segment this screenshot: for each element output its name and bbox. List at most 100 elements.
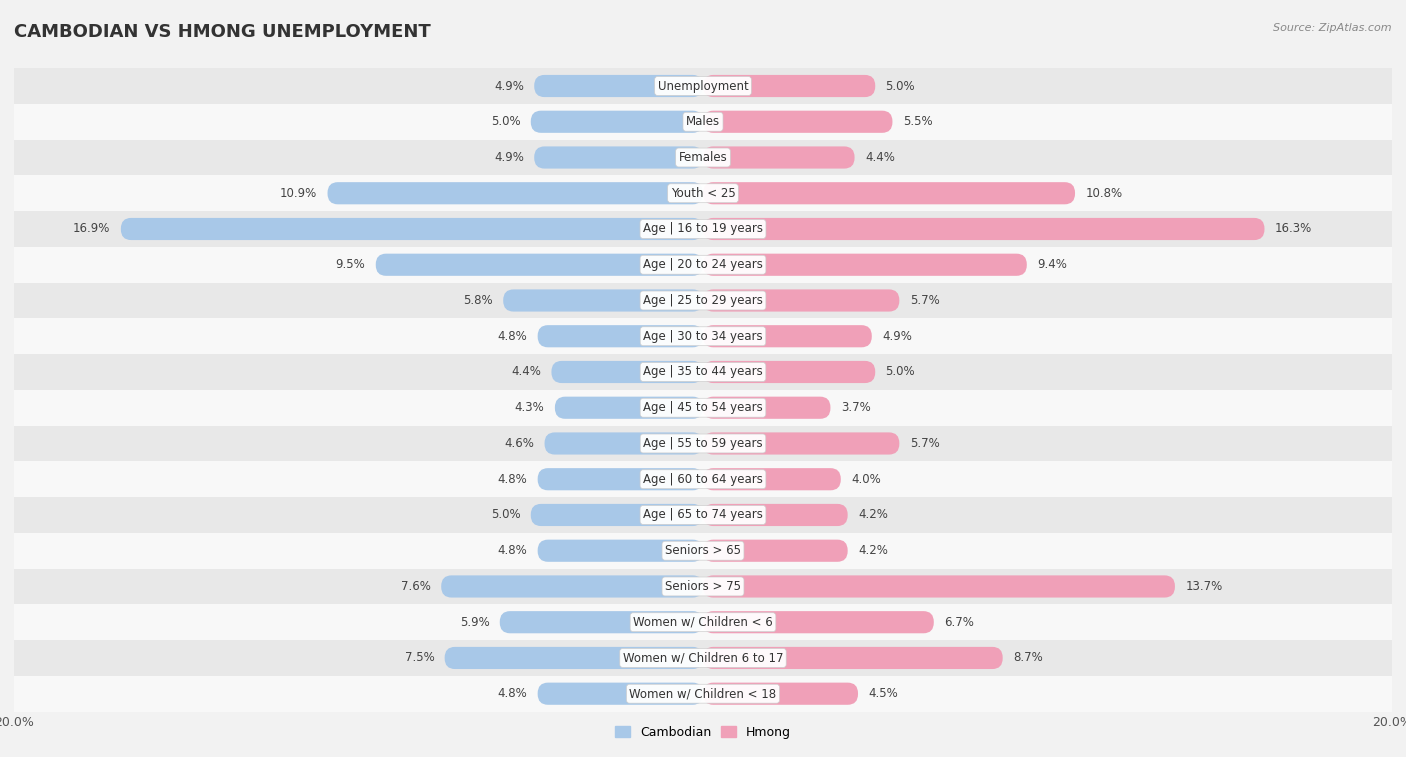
Bar xyxy=(14,497,1392,533)
FancyBboxPatch shape xyxy=(703,611,934,634)
FancyBboxPatch shape xyxy=(551,361,703,383)
FancyBboxPatch shape xyxy=(703,540,848,562)
Bar xyxy=(14,425,1392,461)
Text: 4.8%: 4.8% xyxy=(498,544,527,557)
Bar xyxy=(14,211,1392,247)
Text: 16.9%: 16.9% xyxy=(73,223,111,235)
FancyBboxPatch shape xyxy=(703,575,1175,597)
Bar xyxy=(14,676,1392,712)
Text: 4.9%: 4.9% xyxy=(882,330,912,343)
Text: 7.5%: 7.5% xyxy=(405,652,434,665)
Text: Age | 35 to 44 years: Age | 35 to 44 years xyxy=(643,366,763,378)
Text: 3.7%: 3.7% xyxy=(841,401,870,414)
FancyBboxPatch shape xyxy=(537,540,703,562)
Text: 4.4%: 4.4% xyxy=(512,366,541,378)
Text: 5.9%: 5.9% xyxy=(460,615,489,629)
Text: Women w/ Children 6 to 17: Women w/ Children 6 to 17 xyxy=(623,652,783,665)
Text: Seniors > 65: Seniors > 65 xyxy=(665,544,741,557)
Text: 4.2%: 4.2% xyxy=(858,544,887,557)
FancyBboxPatch shape xyxy=(537,468,703,491)
FancyBboxPatch shape xyxy=(531,504,703,526)
Text: 4.2%: 4.2% xyxy=(858,509,887,522)
Text: 5.0%: 5.0% xyxy=(491,115,520,128)
FancyBboxPatch shape xyxy=(328,182,703,204)
FancyBboxPatch shape xyxy=(375,254,703,276)
Text: Males: Males xyxy=(686,115,720,128)
Bar xyxy=(14,390,1392,425)
Bar xyxy=(14,533,1392,569)
FancyBboxPatch shape xyxy=(703,432,900,454)
FancyBboxPatch shape xyxy=(121,218,703,240)
Text: 4.0%: 4.0% xyxy=(851,472,882,486)
FancyBboxPatch shape xyxy=(703,504,848,526)
Text: 4.8%: 4.8% xyxy=(498,472,527,486)
Text: 4.4%: 4.4% xyxy=(865,151,894,164)
Bar xyxy=(14,247,1392,282)
Bar xyxy=(14,176,1392,211)
FancyBboxPatch shape xyxy=(537,683,703,705)
FancyBboxPatch shape xyxy=(703,397,831,419)
FancyBboxPatch shape xyxy=(703,75,875,97)
FancyBboxPatch shape xyxy=(703,647,1002,669)
Text: 5.0%: 5.0% xyxy=(886,366,915,378)
Text: 5.5%: 5.5% xyxy=(903,115,932,128)
Bar xyxy=(14,139,1392,176)
Text: 8.7%: 8.7% xyxy=(1012,652,1043,665)
Text: Youth < 25: Youth < 25 xyxy=(671,187,735,200)
Text: 4.8%: 4.8% xyxy=(498,330,527,343)
FancyBboxPatch shape xyxy=(534,146,703,169)
FancyBboxPatch shape xyxy=(441,575,703,597)
Text: 4.3%: 4.3% xyxy=(515,401,544,414)
Text: 4.6%: 4.6% xyxy=(505,437,534,450)
Text: Women w/ Children < 18: Women w/ Children < 18 xyxy=(630,687,776,700)
Text: Age | 20 to 24 years: Age | 20 to 24 years xyxy=(643,258,763,271)
Text: 5.8%: 5.8% xyxy=(463,294,494,307)
FancyBboxPatch shape xyxy=(703,468,841,491)
FancyBboxPatch shape xyxy=(544,432,703,454)
Text: 5.0%: 5.0% xyxy=(491,509,520,522)
FancyBboxPatch shape xyxy=(534,75,703,97)
Legend: Cambodian, Hmong: Cambodian, Hmong xyxy=(610,721,796,744)
Text: Women w/ Children < 6: Women w/ Children < 6 xyxy=(633,615,773,629)
Text: Age | 30 to 34 years: Age | 30 to 34 years xyxy=(643,330,763,343)
Bar xyxy=(14,604,1392,640)
FancyBboxPatch shape xyxy=(703,146,855,169)
Text: 5.7%: 5.7% xyxy=(910,437,939,450)
FancyBboxPatch shape xyxy=(703,182,1076,204)
Text: 6.7%: 6.7% xyxy=(945,615,974,629)
Text: Age | 25 to 29 years: Age | 25 to 29 years xyxy=(643,294,763,307)
FancyBboxPatch shape xyxy=(703,361,875,383)
FancyBboxPatch shape xyxy=(703,289,900,312)
FancyBboxPatch shape xyxy=(703,111,893,132)
FancyBboxPatch shape xyxy=(703,683,858,705)
FancyBboxPatch shape xyxy=(703,326,872,347)
Bar xyxy=(14,461,1392,497)
Text: Age | 60 to 64 years: Age | 60 to 64 years xyxy=(643,472,763,486)
Text: 4.9%: 4.9% xyxy=(494,79,524,92)
Bar xyxy=(14,640,1392,676)
Text: Unemployment: Unemployment xyxy=(658,79,748,92)
Text: 5.7%: 5.7% xyxy=(910,294,939,307)
Text: 4.8%: 4.8% xyxy=(498,687,527,700)
Text: 5.0%: 5.0% xyxy=(886,79,915,92)
FancyBboxPatch shape xyxy=(555,397,703,419)
Text: Age | 55 to 59 years: Age | 55 to 59 years xyxy=(643,437,763,450)
Text: 10.8%: 10.8% xyxy=(1085,187,1122,200)
Text: 7.6%: 7.6% xyxy=(401,580,430,593)
Bar xyxy=(14,104,1392,139)
Text: 4.5%: 4.5% xyxy=(869,687,898,700)
Text: 10.9%: 10.9% xyxy=(280,187,318,200)
Text: Age | 45 to 54 years: Age | 45 to 54 years xyxy=(643,401,763,414)
Text: Females: Females xyxy=(679,151,727,164)
FancyBboxPatch shape xyxy=(444,647,703,669)
Bar xyxy=(14,354,1392,390)
Bar xyxy=(14,282,1392,319)
Text: Seniors > 75: Seniors > 75 xyxy=(665,580,741,593)
FancyBboxPatch shape xyxy=(537,326,703,347)
Text: 16.3%: 16.3% xyxy=(1275,223,1312,235)
Text: Age | 65 to 74 years: Age | 65 to 74 years xyxy=(643,509,763,522)
Text: Age | 16 to 19 years: Age | 16 to 19 years xyxy=(643,223,763,235)
Text: CAMBODIAN VS HMONG UNEMPLOYMENT: CAMBODIAN VS HMONG UNEMPLOYMENT xyxy=(14,23,430,41)
Text: 4.9%: 4.9% xyxy=(494,151,524,164)
Text: Source: ZipAtlas.com: Source: ZipAtlas.com xyxy=(1274,23,1392,33)
